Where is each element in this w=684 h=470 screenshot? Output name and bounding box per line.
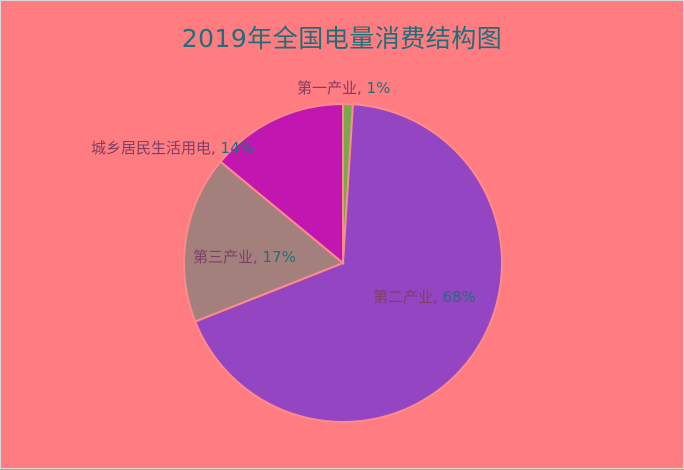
pie-slice-2 — [193, 103, 504, 423]
chart-title: 2019年全国电量消费结构图 — [181, 24, 503, 53]
slice-data-label: 第二产业, 68% — [373, 288, 476, 306]
pie-slice-3 — [183, 160, 345, 323]
slice-data-label: 第三产业, 17% — [193, 248, 296, 266]
pie-slice-4 — [219, 102, 344, 266]
slice-data-label: 城乡居民生活用电, 14% — [91, 139, 254, 157]
slice-data-label: 第一产业, 1% — [297, 79, 390, 97]
